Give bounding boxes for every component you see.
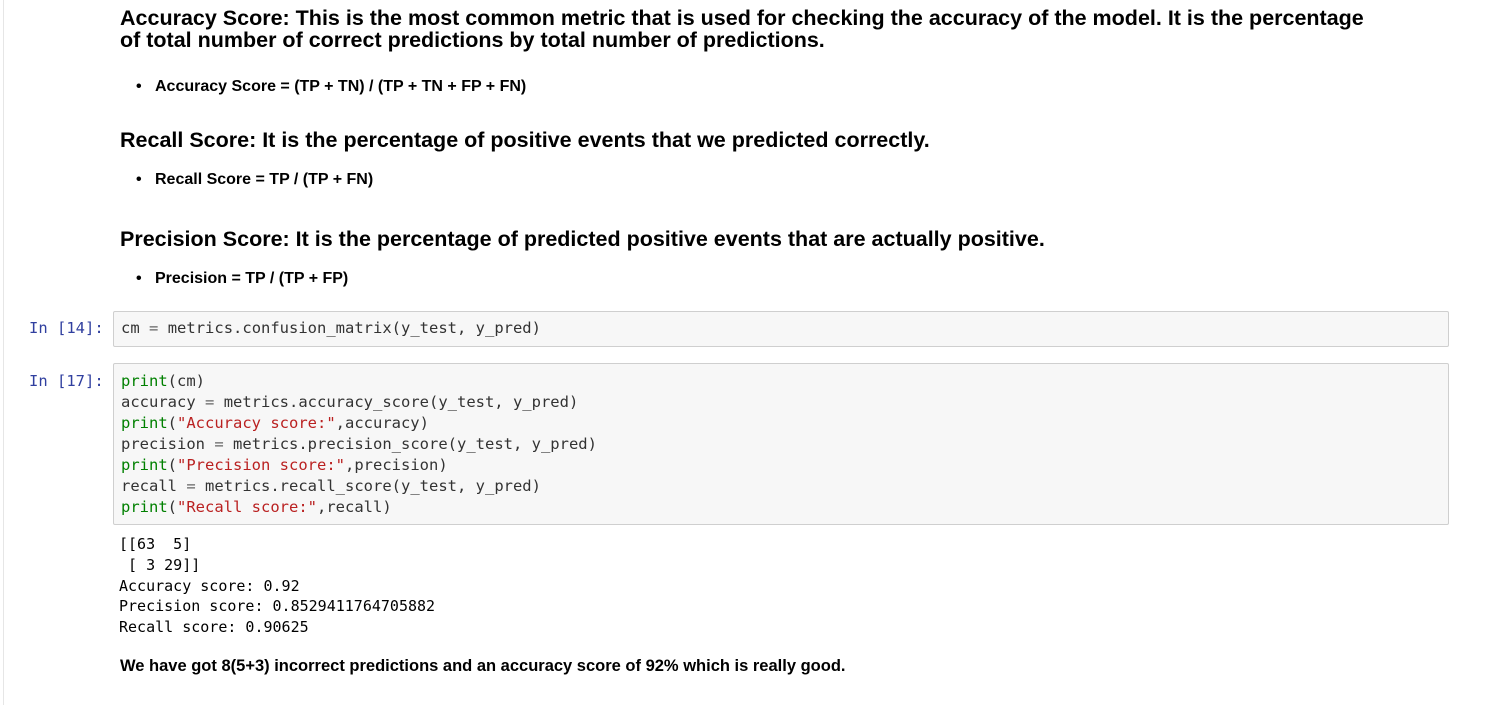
code-variable: cm [121,319,140,337]
code-expression: metrics.recall_score(y_test, y_pred) [205,477,541,495]
cell-14-code[interactable]: cm = metrics.confusion_matrix(y_test, y_… [114,318,1448,339]
precision-formula-list: • Precision = TP / (TP + FP) [120,269,1450,289]
recall-formula-list: • Recall Score = TP / (TP + FN) [120,170,1450,190]
code-expression: ,accuracy) [335,414,429,432]
accuracy-heading-line1: Accuracy Score: This is the most common … [120,6,1364,30]
bullet-icon: • [136,78,142,95]
cell-17-output: [[63 5] [ 3 29]] Accuracy score: 0.92 Prec… [119,534,435,638]
code-expression: ,recall) [317,498,392,516]
code-variable: precision [121,435,205,453]
conclusion-text: We have got 8(5+3) incorrect predictions… [120,657,846,675]
code-expression: metrics.accuracy_score(y_test, y_pred) [223,393,579,411]
code-expression: metrics.confusion_matrix(y_test, y_pred) [167,319,541,337]
code-expression: metrics.precision_score(y_test, y_pred) [233,435,597,453]
precision-heading: Precision Score: It is the percentage of… [120,227,1045,251]
bullet-icon: • [136,270,142,287]
code-variable: accuracy [121,393,196,411]
code-builtin: print [121,414,168,432]
code-line: accuracy = metrics.accuracy_score(y_test… [121,392,1448,413]
output-line: [[63 5] [119,535,192,553]
code-string: "Accuracy score:" [177,414,336,432]
markdown-cell-recall: Recall Score: It is the percentage of po… [120,129,1450,190]
recall-heading: Recall Score: It is the percentage of po… [120,128,930,152]
code-builtin: print [121,372,168,390]
code-line: print("Precision score:",precision) [121,455,1448,476]
output-line: Accuracy score: 0.92 [119,576,300,595]
recall-formula-item: • Recall Score = TP / (TP + FN) [120,170,1450,190]
accuracy-formula: Accuracy Score = (TP + TN) / (TP + TN + … [155,78,527,95]
code-operator: = [186,477,196,495]
code-builtin: print [121,456,168,474]
code-paren: ( [167,456,178,474]
code-line: print(cm) [121,371,1448,392]
notebook-left-border [3,0,4,705]
markdown-cell-accuracy: Accuracy Score: This is the most common … [120,7,1450,97]
code-string: "Recall score:" [177,498,317,516]
code-string: "Precision score:" [177,456,345,474]
code-operator: = [214,435,224,453]
accuracy-heading-line2: of total number of correct predictions b… [120,28,825,52]
code-operator: = [205,393,215,411]
code-line: precision = metrics.precision_score(y_te… [121,434,1448,455]
precision-formula-item: • Precision = TP / (TP + FP) [120,269,1450,289]
code-expression: ,precision) [345,456,448,474]
code-line: print("Recall score:",recall) [121,497,1448,518]
cell-17-prompt: In [17]: [29,372,104,390]
precision-formula: Precision = TP / (TP + FP) [155,270,349,287]
accuracy-formula-list: • Accuracy Score = (TP + TN) / (TP + TN … [120,77,1450,97]
recall-formula: Recall Score = TP / (TP + FN) [155,171,374,188]
code-operator: = [149,319,159,337]
cell-17-input[interactable]: print(cm) accuracy = metrics.accuracy_sco… [113,363,1449,525]
cell-14-prompt: In [14]: [29,319,104,337]
code-line: print("Accuracy score:",accuracy) [121,413,1448,434]
accuracy-formula-item: • Accuracy Score = (TP + TN) / (TP + TN … [120,77,1450,97]
markdown-cell-precision: Precision Score: It is the percentage of… [120,228,1450,289]
code-builtin: print [121,498,168,516]
output-line: [ 3 29]] [119,555,201,574]
code-paren: ( [167,498,178,516]
code-line: recall = metrics.recall_score(y_test, y_… [121,476,1448,497]
bullet-icon: • [136,171,142,188]
cell-14-input[interactable]: cm = metrics.confusion_matrix(y_test, y_… [113,311,1449,347]
code-expression: (cm) [167,372,205,390]
code-variable: recall [121,477,177,495]
cell-17-code[interactable]: print(cm) accuracy = metrics.accuracy_sco… [114,371,1448,518]
accuracy-heading: Accuracy Score: This is the most common … [120,7,1450,51]
output-line: Precision score: 0.8529411764705882 [119,597,436,616]
code-paren: ( [167,414,178,432]
code-line: cm = metrics.confusion_matrix(y_test, y_… [121,318,1448,339]
output-line: Recall score: 0.90625 [119,618,309,637]
